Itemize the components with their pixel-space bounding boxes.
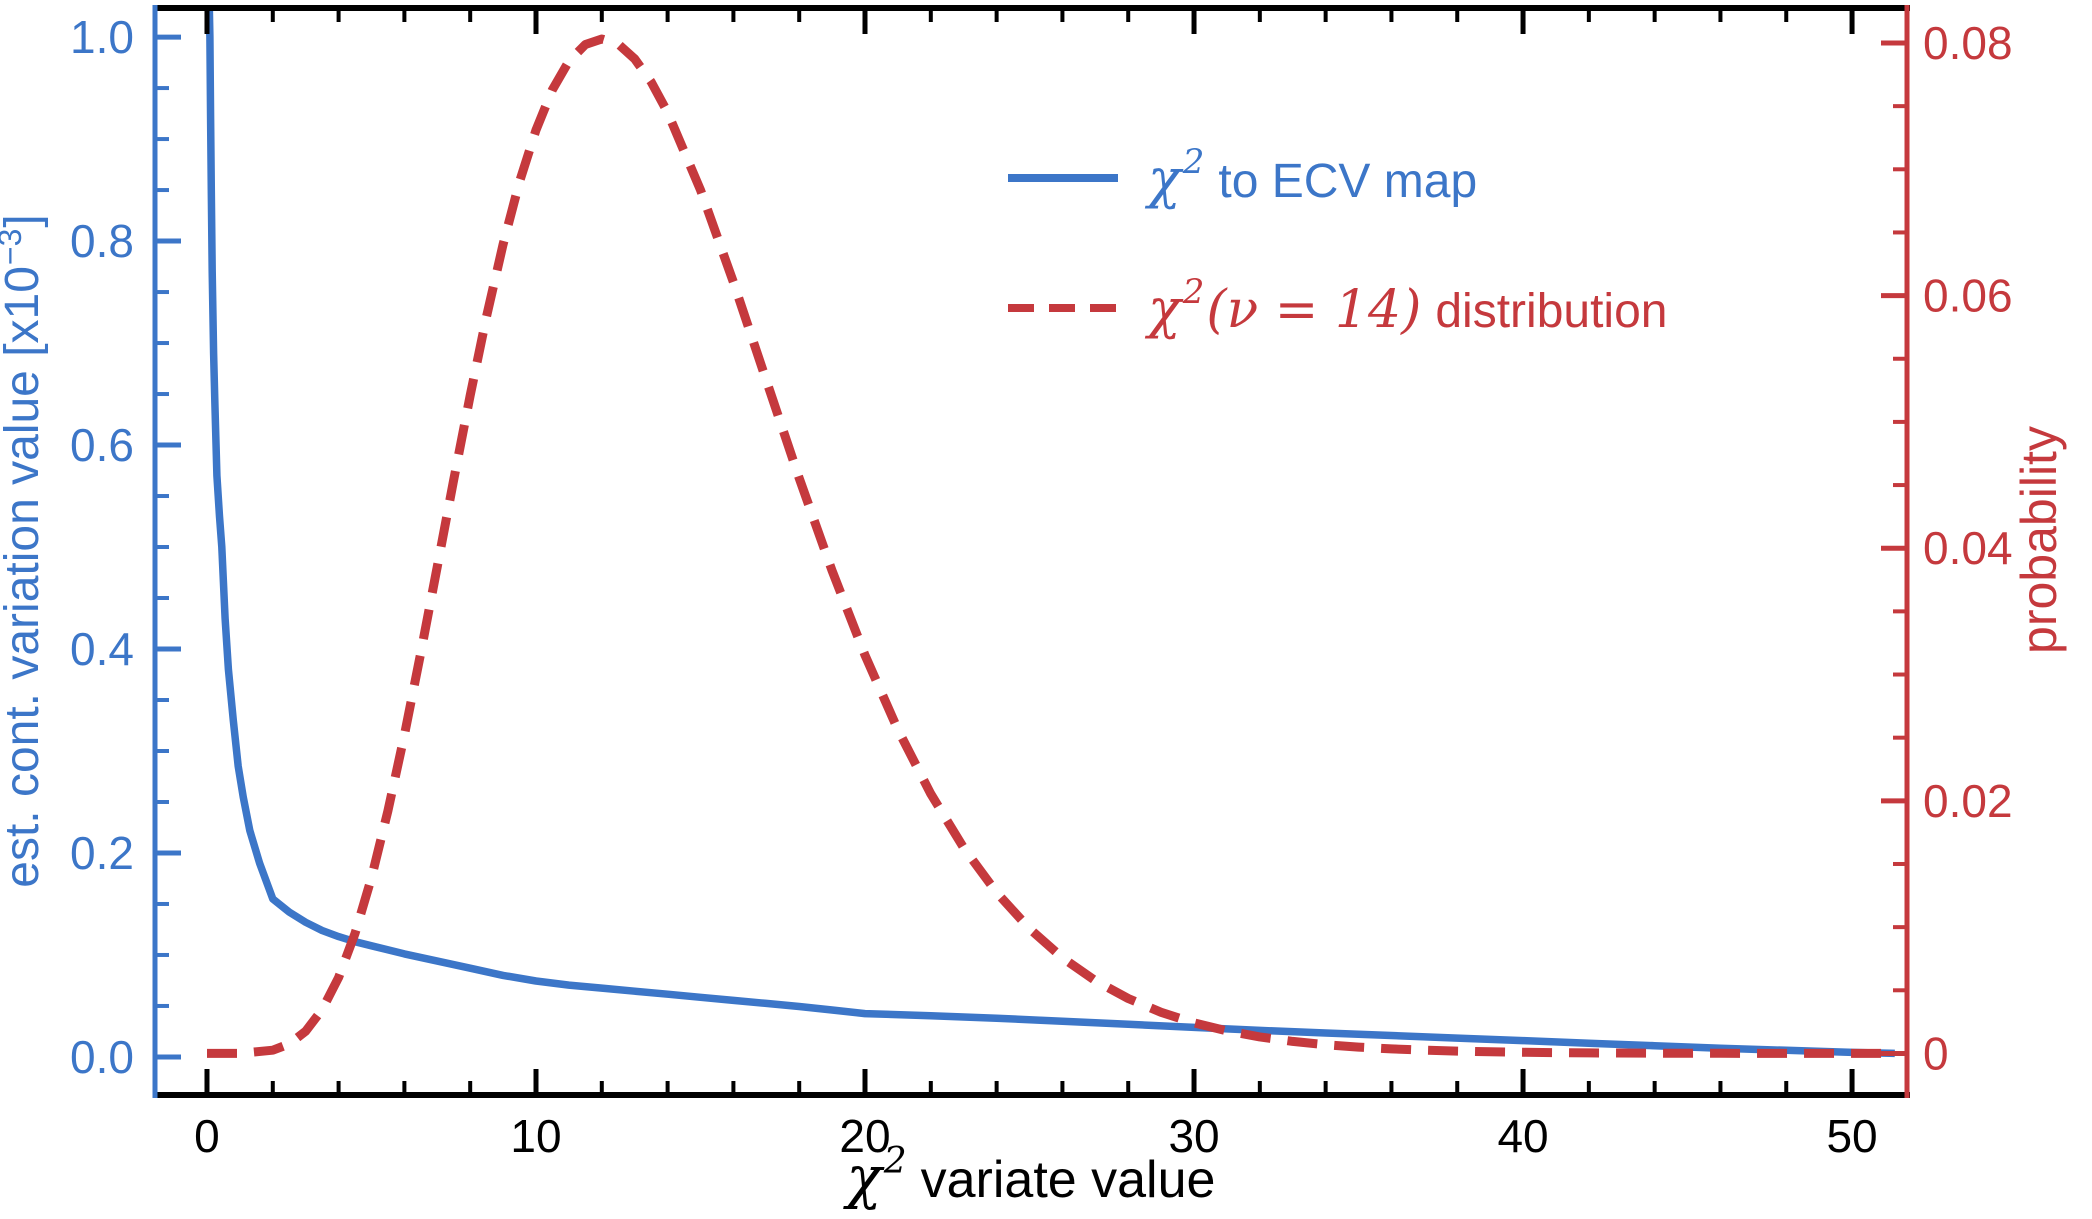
curves-layer: [205, 8, 1895, 1058]
legend-ecv-sup: 2: [1182, 142, 1205, 182]
x-tick-label: 10: [510, 1110, 561, 1162]
right-tick-label: 0.08: [1923, 17, 2013, 69]
left-tick-label: 0.6: [70, 419, 134, 471]
left-tick-label: 0.2: [70, 827, 134, 879]
legend-item-ecv-map: χ2 to ECV map: [1008, 142, 1477, 210]
legend-dist-sup: 2: [1182, 272, 1205, 312]
legend-ecv-math: χ: [1144, 147, 1184, 210]
left-tick-label: 0.4: [70, 623, 134, 675]
left-tick-label: 0.8: [70, 215, 134, 267]
legend-label-ecv-map: χ2 to ECV map: [1144, 142, 1477, 210]
left-tick-label: 0.0: [70, 1031, 134, 1083]
x-tick-label: 30: [1168, 1110, 1219, 1162]
legend-dist-text: distribution: [1435, 285, 1667, 338]
x-tick-label: 0: [194, 1110, 220, 1162]
left-axis-title-text: est. cont. variation value [x10: [0, 266, 49, 888]
legend-label-distribution: χ2(ν = 14) distribution: [1144, 272, 1667, 340]
ecv-map-curve: [205, 8, 1895, 1058]
legend-dist-math: χ: [1144, 277, 1184, 340]
right-tick-label: 0.06: [1923, 270, 2013, 322]
legend-ecv-text: to ECV map: [1218, 155, 1477, 208]
right-tick-label: 0.04: [1923, 522, 2013, 574]
distribution-curve: [207, 34, 1895, 1058]
x-tick-label: 50: [1826, 1110, 1877, 1162]
x-axis-title-text: variate value: [921, 1151, 1216, 1209]
right-axis-title: probability: [2011, 426, 2067, 654]
x-axis-title: χ2 variate value: [843, 1141, 1216, 1211]
frame-layer: [152, 5, 1910, 1098]
x-axis-title-sup: 2: [883, 1141, 907, 1182]
left-axis-title-sup: −3: [0, 229, 28, 265]
x-tick-label: 20: [839, 1110, 890, 1162]
legend-item-distribution: χ2(ν = 14) distribution: [1008, 272, 1667, 340]
tick-labels-layer: 0 10 20 30 40 50 0.0 0.2 0.4 0.6 0.8 1.0 0 0.02 0.04 0.…: [70, 11, 2012, 1162]
left-axis-title: est. cont. variation value [x10−3]: [0, 214, 49, 888]
legend-dist-paren: (ν = 14): [1206, 280, 1421, 340]
left-axis-title-bracket: ]: [0, 214, 49, 227]
left-tick-label: 1.0: [70, 11, 134, 63]
right-tick-label: 0.02: [1923, 775, 2013, 827]
x-axis-title-math: χ: [843, 1143, 885, 1211]
x-tick-label: 40: [1497, 1110, 1548, 1162]
ticks-layer: [155, 8, 1907, 1095]
legend: χ2 to ECV map χ2(ν = 14) distribution: [1008, 142, 1667, 340]
right-tick-label: 0: [1923, 1027, 1949, 1079]
